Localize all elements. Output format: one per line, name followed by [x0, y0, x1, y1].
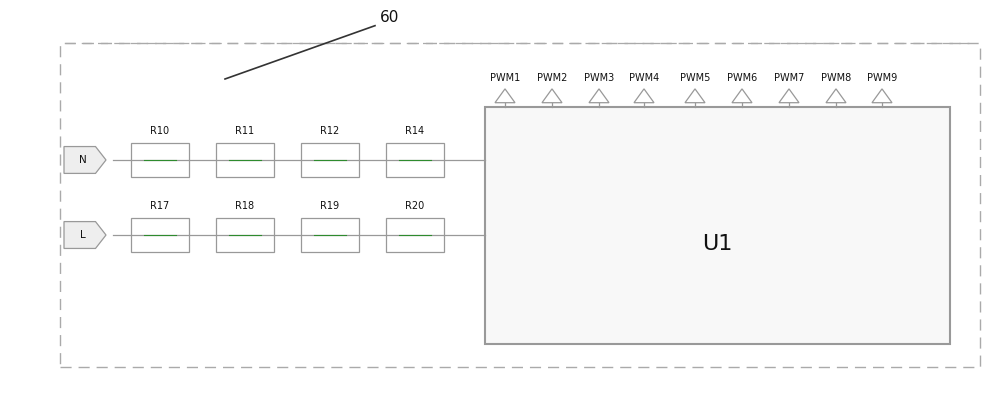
Text: R20: R20	[405, 201, 425, 211]
Polygon shape	[64, 147, 106, 173]
Bar	[301, 143, 359, 177]
Text: 60: 60	[380, 10, 400, 25]
Text: R18: R18	[235, 201, 255, 211]
Bar	[216, 143, 274, 177]
Text: PWM6: PWM6	[727, 73, 757, 83]
Text: R10: R10	[150, 126, 170, 136]
Text: R12: R12	[320, 126, 340, 136]
Text: PWM5: PWM5	[680, 73, 710, 83]
Text: N: N	[79, 155, 87, 165]
Text: PWM7: PWM7	[774, 73, 804, 83]
Text: R17: R17	[150, 201, 170, 211]
Text: U1: U1	[702, 234, 733, 254]
Text: PWM8: PWM8	[821, 73, 851, 83]
Text: PWM2: PWM2	[537, 73, 567, 83]
Bar	[216, 218, 274, 252]
Text: L: L	[80, 230, 86, 240]
Bar	[301, 218, 359, 252]
Bar	[386, 218, 444, 252]
Bar	[131, 218, 189, 252]
Polygon shape	[64, 222, 106, 248]
Text: R11: R11	[235, 126, 255, 136]
Text: R19: R19	[320, 201, 340, 211]
Bar	[386, 143, 444, 177]
Bar	[485, 107, 950, 344]
Text: PWM4: PWM4	[629, 73, 659, 83]
Text: PWM9: PWM9	[867, 73, 897, 83]
Text: R14: R14	[405, 126, 425, 136]
Bar	[131, 143, 189, 177]
Text: PWM1: PWM1	[490, 73, 520, 83]
Text: PWM3: PWM3	[584, 73, 614, 83]
